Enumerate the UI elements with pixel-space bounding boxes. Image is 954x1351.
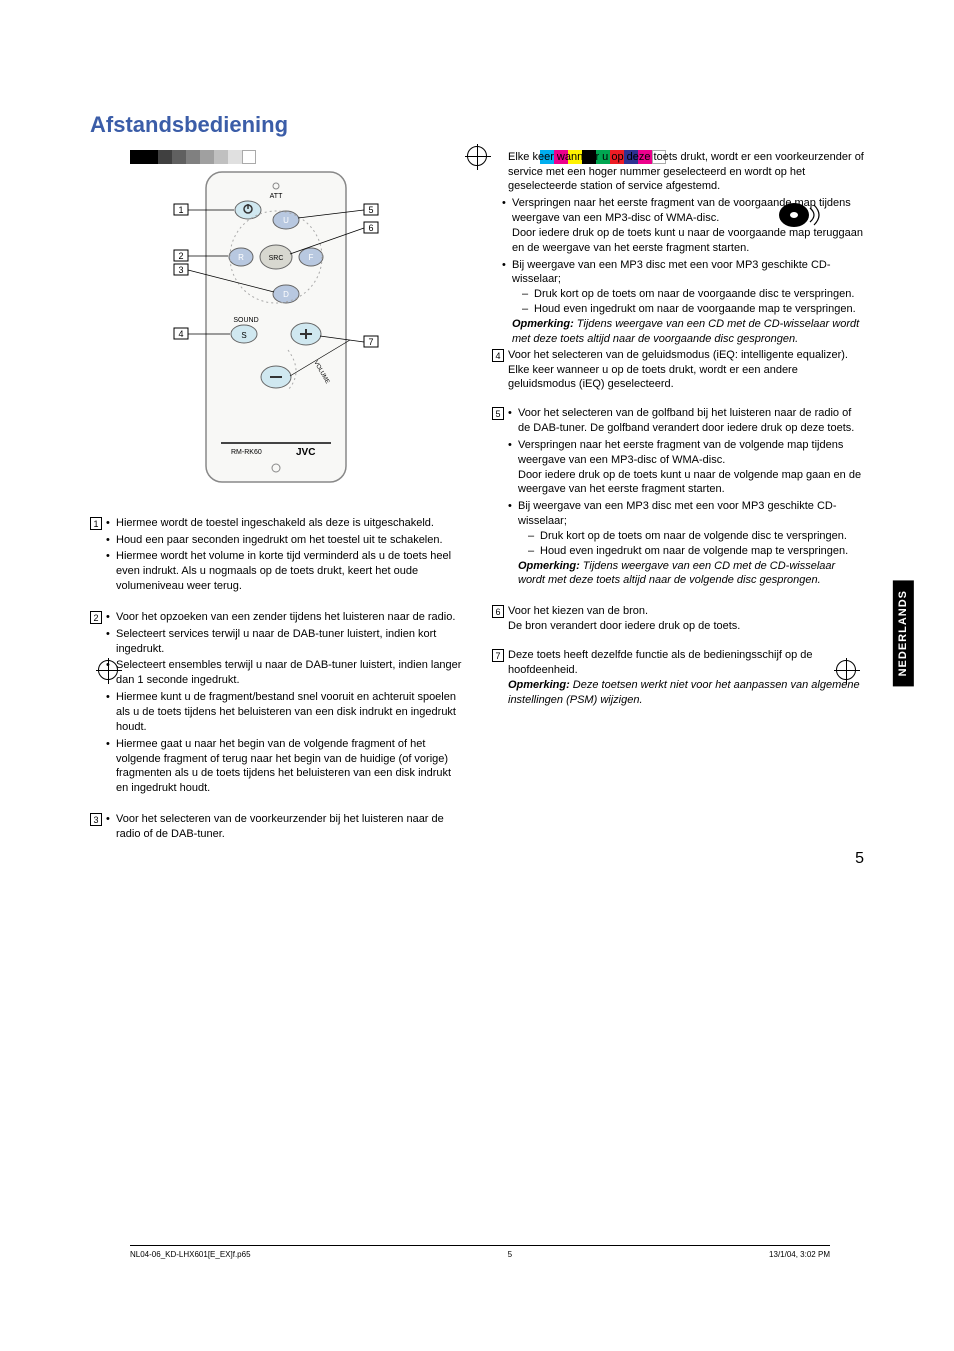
item-1: 1 Hiermee wordt de toestel ingeschakeld … bbox=[90, 516, 462, 596]
callout-number: 3 bbox=[90, 813, 102, 826]
body-text: Elke keer wanneer u op deze toets drukt,… bbox=[508, 150, 864, 195]
note-label: Opmerking: bbox=[508, 679, 570, 691]
body-text: Hiermee wordt het volume in korte tijd v… bbox=[106, 549, 462, 594]
section-title: Afstandsbediening bbox=[90, 110, 864, 140]
body-text: Selecteert ensembles terwijl u naar de D… bbox=[106, 658, 462, 688]
callout-number: 7 bbox=[492, 649, 504, 662]
svg-text:R: R bbox=[238, 253, 244, 262]
body-text: Hiermee gaat u naar het begin van de vol… bbox=[106, 737, 462, 796]
footer-page: 5 bbox=[508, 1250, 512, 1261]
body-text: De bron verandert door iedere druk op de… bbox=[508, 619, 864, 634]
remote-control-figure: ATT U SRC R F D bbox=[166, 162, 386, 492]
item-6: 6 Voor het kiezen van de bron. De bron v… bbox=[492, 604, 864, 634]
svg-text:1: 1 bbox=[178, 205, 183, 215]
body-text: Verspringen naar het eerste fragment van… bbox=[508, 438, 864, 497]
right-column: Elke keer wanneer u op deze toets drukt,… bbox=[492, 150, 864, 858]
callout-number: 5 bbox=[492, 407, 504, 420]
body-text: Voor het selecteren van de golfband bij … bbox=[508, 406, 864, 436]
svg-text:6: 6 bbox=[368, 223, 373, 233]
footer-datetime: 13/1/04, 3:02 PM bbox=[769, 1250, 830, 1261]
callout-number: 4 bbox=[492, 349, 504, 362]
body-text: Voor het selecteren van de voorkeurzende… bbox=[106, 812, 462, 842]
item-2: 2 Voor het opzoeken van een zender tijde… bbox=[90, 610, 462, 798]
footer-file: NL04-06_KD-LHX601[E_EX]f.p65 bbox=[130, 1250, 251, 1261]
body-text: Hiermee wordt de toestel ingeschakeld al… bbox=[106, 516, 462, 531]
item-4: 4 Voor het selecteren van de geluidsmodu… bbox=[492, 348, 864, 393]
svg-text:2: 2 bbox=[178, 251, 183, 261]
body-text: Bij weergave van een MP3 disc met een vo… bbox=[502, 258, 864, 347]
note-label: Opmerking: bbox=[512, 318, 574, 330]
svg-text:7: 7 bbox=[368, 337, 373, 347]
svg-text:S: S bbox=[241, 331, 246, 340]
svg-text:F: F bbox=[309, 253, 314, 262]
left-column: ATT U SRC R F D bbox=[90, 150, 462, 858]
body-text: Hiermee kunt u de fragment/bestand snel … bbox=[106, 690, 462, 735]
body-text: Deze toets heeft dezelfde functie als de… bbox=[508, 648, 864, 678]
svg-text:D: D bbox=[283, 290, 289, 299]
body-text: Bij weergave van een MP3 disc met een vo… bbox=[508, 499, 864, 588]
page-number: 5 bbox=[855, 848, 864, 870]
svg-text:ATT: ATT bbox=[270, 193, 283, 200]
svg-text:5: 5 bbox=[368, 205, 373, 215]
body-text: Voor het opzoeken van een zender tijdens… bbox=[106, 610, 462, 625]
item-5: 5 Voor het selecteren van de golfband bi… bbox=[492, 406, 864, 590]
item-7: 7 Deze toets heeft dezelfde functie als … bbox=[492, 648, 864, 707]
callout-number: 6 bbox=[492, 605, 504, 618]
svg-text:RM-RK60: RM-RK60 bbox=[231, 449, 262, 456]
body-text: Selecteert services terwijl u naar de DA… bbox=[106, 627, 462, 657]
callout-number: 1 bbox=[90, 517, 102, 530]
svg-text:SRC: SRC bbox=[269, 255, 284, 262]
body-text: Houd een paar seconden ingedrukt om het … bbox=[106, 533, 462, 548]
svg-text:3: 3 bbox=[178, 265, 183, 275]
body-text: Voor het selecteren van de geluidsmodus … bbox=[508, 348, 864, 363]
note-label: Opmerking: bbox=[518, 560, 580, 572]
body-text: Voor het kiezen van de bron. bbox=[508, 604, 864, 619]
svg-text:JVC: JVC bbox=[296, 447, 315, 458]
language-tab: NEDERLANDS bbox=[893, 580, 914, 686]
callout-number: 2 bbox=[90, 611, 102, 624]
footer: NL04-06_KD-LHX601[E_EX]f.p65 5 13/1/04, … bbox=[130, 1245, 830, 1261]
body-text: Verspringen naar het eerste fragment van… bbox=[502, 196, 864, 255]
body-text: Elke keer wanneer u op de toets drukt, w… bbox=[508, 363, 864, 393]
svg-text:U: U bbox=[283, 216, 289, 225]
svg-text:SOUND: SOUND bbox=[233, 317, 258, 324]
item-3: 3 Voor het selecteren van de voorkeurzen… bbox=[90, 812, 462, 844]
svg-text:4: 4 bbox=[178, 329, 183, 339]
